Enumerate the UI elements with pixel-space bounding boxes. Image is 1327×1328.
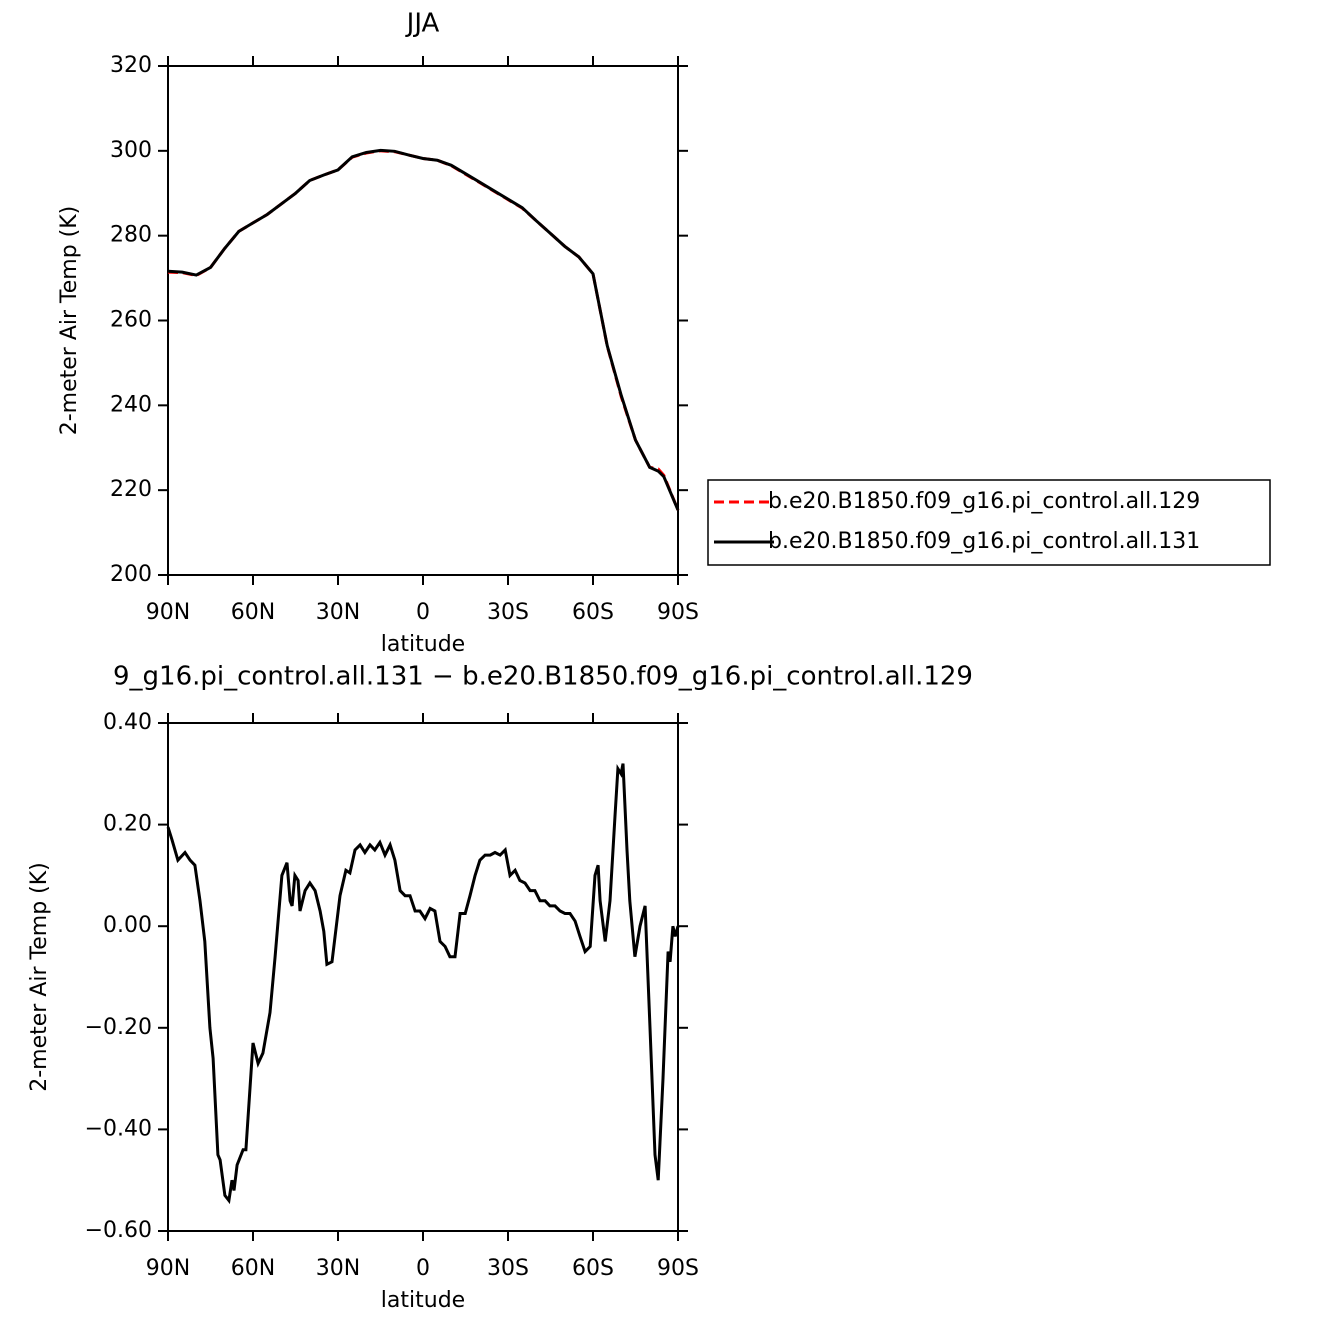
y-tick-label: 0.20 [103,812,152,837]
y-tick-label: 320 [110,53,152,78]
x-tick-label: 90S [657,600,699,625]
y-tick-label: 240 [110,392,152,417]
legend-label: b.e20.B1850.f09_g16.pi_control.all.129 [768,489,1200,514]
y-tick-label: 260 [110,308,152,333]
x-axis-label: latitude [381,632,465,657]
plot-frame [167,722,679,1232]
x-tick-label: 30N [316,600,360,625]
data-line [166,763,680,1205]
x-tick-label: 90S [657,1256,699,1281]
y-tick-label: 220 [110,477,152,502]
x-tick-label: 30N [316,1256,360,1281]
y-tick-label: −0.20 [85,1015,152,1040]
x-tick-label: 90N [146,1256,190,1281]
data-line [167,148,680,511]
x-tick-label: 60S [572,600,614,625]
y-tick-label: 0.00 [103,913,152,938]
x-axis-label: latitude [381,1288,465,1313]
chart-title: 9_g16.pi_control.all.131 − b.e20.B1850.f… [113,662,973,692]
x-tick-label: 30S [487,1256,529,1281]
y-axis-label: 2-meter Air Temp (K) [27,862,52,1092]
x-tick-label: 90N [146,600,190,625]
chart-title: JJA [405,9,440,39]
y-tick-label: −0.60 [85,1218,152,1243]
x-tick-label: 60N [231,1256,275,1281]
x-tick-label: 30S [487,600,529,625]
y-tick-label: 0.40 [103,710,152,735]
y-tick-label: −0.40 [85,1116,152,1141]
y-tick-label: 300 [110,138,152,163]
y-axis-label: 2-meter Air Temp (K) [57,206,82,436]
legend-box [707,479,1271,566]
data-line [167,149,680,511]
legend-label: b.e20.B1850.f09_g16.pi_control.all.131 [768,529,1200,554]
y-tick-label: 280 [110,223,152,248]
x-tick-label: 0 [416,600,430,625]
x-tick-label: 60N [231,600,275,625]
x-tick-label: 0 [416,1256,430,1281]
y-tick-label: 200 [110,562,152,587]
x-tick-label: 60S [572,1256,614,1281]
